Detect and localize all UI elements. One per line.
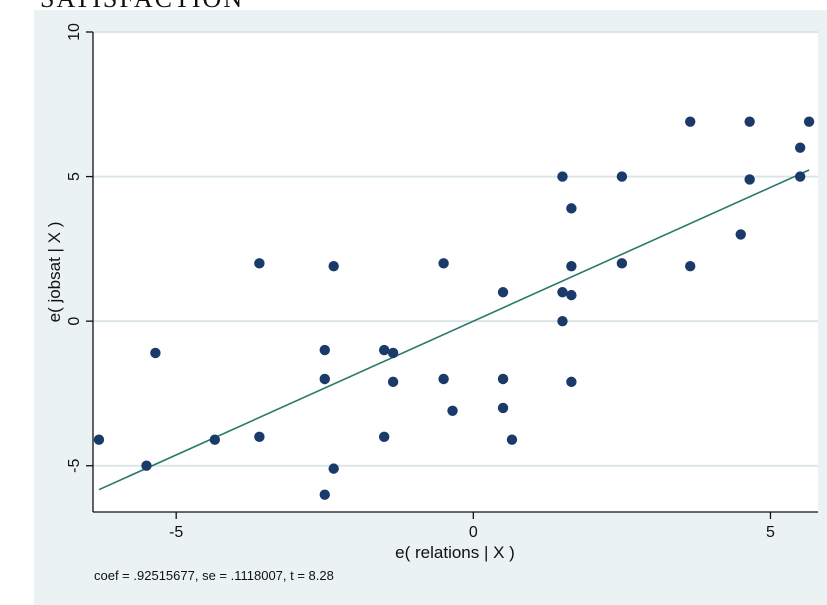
data-point — [506, 434, 518, 445]
y-tick-label: 0 — [66, 317, 83, 326]
data-point — [387, 376, 399, 388]
data-point — [685, 116, 696, 127]
axis-ticks: -5 0 5 10 -5 0 5 — [66, 23, 775, 541]
data-point — [438, 373, 449, 385]
data-point — [557, 287, 568, 298]
y-axis-title: e( jobsat | X ) — [45, 222, 64, 323]
x-tick-label: -5 — [169, 524, 183, 541]
data-point — [254, 258, 265, 269]
y-tick-label: 5 — [66, 172, 83, 181]
data-point — [566, 376, 577, 388]
data-point — [150, 347, 161, 359]
data-point — [566, 289, 577, 301]
data-point — [497, 287, 509, 298]
plot-area — [93, 32, 818, 512]
data-point — [387, 347, 399, 359]
data-point — [557, 315, 568, 327]
data-point — [566, 203, 577, 214]
data-point — [328, 463, 339, 474]
data-point — [319, 373, 330, 385]
data-point — [319, 344, 330, 356]
data-point — [616, 258, 628, 269]
data-point — [497, 373, 509, 385]
data-point — [319, 489, 330, 500]
data-point — [794, 171, 806, 182]
data-point — [378, 344, 390, 356]
data-point — [735, 229, 746, 240]
data-point — [497, 402, 509, 414]
data-point — [794, 142, 806, 153]
regression-note: coef = .92515677, se = .1118007, t = 8.2… — [94, 568, 334, 583]
x-tick-label: 0 — [469, 524, 478, 541]
data-point — [209, 434, 221, 445]
data-point — [378, 431, 390, 443]
data-point — [254, 431, 265, 443]
y-tick-label: 10 — [66, 23, 83, 41]
data-point — [744, 174, 755, 185]
data-point — [566, 261, 577, 272]
x-tick-label: 5 — [766, 524, 775, 541]
data-point — [685, 261, 696, 272]
grid-lines — [93, 31, 818, 467]
data-point — [803, 116, 815, 127]
data-point — [438, 258, 449, 269]
data-point — [93, 434, 105, 445]
top-caption: SATISFACTION — [40, 0, 244, 14]
data-point — [447, 405, 458, 416]
data-point — [328, 261, 339, 272]
data-point — [557, 171, 568, 182]
data-point — [744, 116, 755, 127]
data-points — [93, 116, 815, 500]
data-point — [141, 460, 152, 471]
y-tick-label: -5 — [66, 459, 83, 473]
x-axis-title: e( relations | X ) — [395, 543, 515, 562]
data-point — [616, 171, 628, 182]
